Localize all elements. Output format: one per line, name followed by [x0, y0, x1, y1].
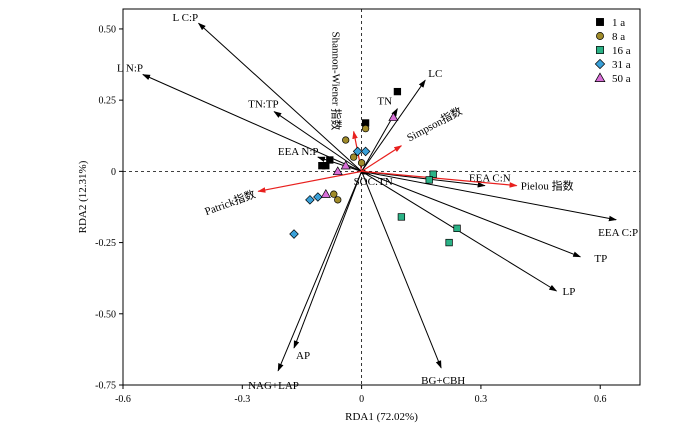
plot-frame [122, 8, 641, 386]
point-8-a-4 [334, 196, 342, 204]
legend-label-1-a: 1 a [612, 17, 625, 29]
point-8-a-5 [357, 159, 366, 167]
env-vector-label-l-c-p: L C:P [173, 12, 199, 24]
species-vector-patrick [257, 170, 362, 193]
env-vector-label-ap: AP [296, 350, 310, 362]
point-16-a-4 [445, 238, 453, 247]
env-vector-label-tn-tp: TN:TP [248, 99, 279, 111]
env-vector-nag-lap [277, 171, 363, 372]
species-vector-label-simpson: Simpson指数 [404, 104, 464, 145]
point-1-a-4 [322, 162, 330, 170]
species-vector-label-patrick: Patrick指数 [202, 187, 257, 218]
env-vector-label-lc: LC [428, 68, 442, 80]
env-vector-label-eea-n-p: EEA N:P [278, 146, 319, 158]
env-vector-l-n-p [142, 74, 362, 172]
species-vector-label-pielou: Pielou 指数 [521, 179, 574, 193]
legend-marker-50-a [594, 72, 606, 82]
legend-label-50-a: 50 a [612, 73, 631, 85]
legend-label-8-a: 8 a [612, 31, 625, 43]
x-tick-label: 0.6 [594, 394, 607, 405]
env-vector-eea-n-p [317, 156, 362, 172]
env-vector-label-l-n-p: L N:P [117, 63, 143, 75]
y-tick-label: 0.25 [99, 96, 117, 107]
point-16-a-1 [425, 176, 433, 184]
point-50-a-0 [388, 112, 399, 121]
species-vector-simpson [361, 145, 403, 172]
env-vector-tp [361, 170, 582, 258]
x-tick-label: 0.3 [475, 394, 488, 405]
env-vector-bg-cbh [361, 171, 442, 369]
point-1-a-2 [326, 156, 334, 164]
point-31-a-3 [313, 192, 323, 202]
env-vector-lc [361, 79, 426, 172]
point-1-a-0 [393, 87, 402, 96]
point-16-a-3 [453, 224, 461, 232]
point-8-a-3 [330, 190, 338, 198]
legend-marker-1-a [596, 18, 604, 26]
point-8-a-0 [342, 136, 350, 144]
point-50-a-2 [332, 166, 343, 176]
x-tick-label: -0.3 [234, 394, 250, 405]
legend-label-31-a: 31 a [612, 59, 631, 71]
y-tick-label: 0 [111, 167, 116, 178]
y-axis-label: RDA2 (12.31%) [77, 160, 89, 233]
y-tick-label: -0.75 [95, 381, 116, 392]
species-vector-pielou [361, 170, 518, 188]
point-31-a-0 [360, 146, 371, 157]
env-vector-label-tp: TP [594, 253, 607, 265]
legend-marker-16-a [596, 46, 604, 54]
point-16-a-0 [429, 170, 437, 178]
point-50-a-1 [340, 160, 351, 170]
env-vector-label-tn: TN [377, 96, 392, 108]
point-31-a-2 [305, 195, 315, 205]
species-vector-label-shannon-wiener: Shannon-Wiener 指数 [330, 31, 344, 130]
x-axis-label: RDA1 (72.02%) [345, 411, 418, 423]
env-vector-tn-tp [273, 111, 362, 172]
env-vector-l-c-p [197, 22, 362, 172]
y-tick-label: -0.25 [95, 238, 116, 249]
point-16-a-2 [397, 213, 406, 221]
env-vector-eea-c-p [361, 170, 617, 222]
point-31-a-1 [352, 146, 363, 157]
point-31-a-4 [289, 229, 299, 239]
y-tick-label: -0.50 [95, 309, 116, 320]
env-vector-ap [293, 171, 363, 349]
legend-label-16-a: 16 a [612, 45, 631, 57]
y-tick-label: 0.50 [99, 24, 117, 35]
x-tick-label: 0 [359, 394, 364, 405]
env-vector-label-bg-cbh: BG+CBH [421, 375, 465, 387]
x-tick-label: -0.6 [115, 394, 131, 405]
point-8-a-2 [350, 153, 358, 161]
env-vector-label-eea-c-p: EEA C:P [598, 227, 638, 239]
legend-marker-31-a [594, 58, 606, 70]
env-vector-label-lp: LP [562, 286, 575, 298]
legend-marker-8-a [596, 32, 604, 40]
point-50-a-3 [320, 188, 331, 198]
env-vector-label-nag-lap: NAG+LAP [248, 380, 299, 392]
point-8-a-1 [361, 124, 370, 133]
